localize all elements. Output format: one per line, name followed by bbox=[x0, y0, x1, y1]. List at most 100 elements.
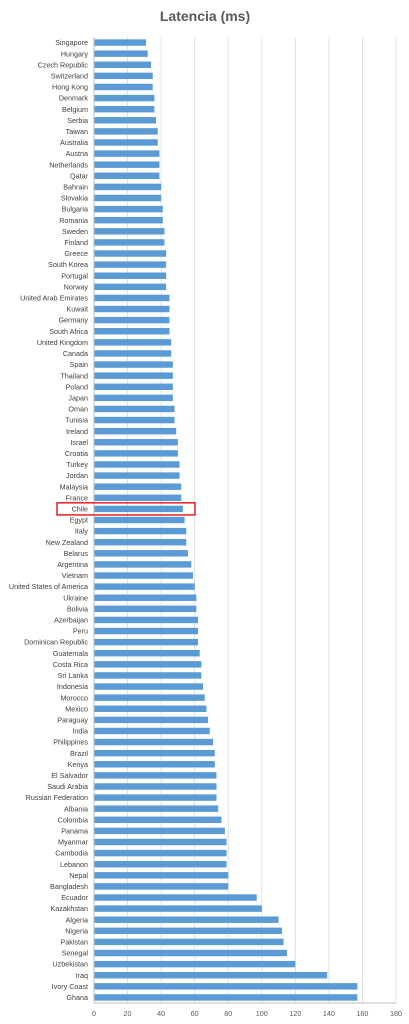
category-label: Bolivia bbox=[67, 604, 88, 613]
category-label: Chile bbox=[72, 504, 88, 513]
bar bbox=[94, 405, 175, 413]
bar bbox=[94, 228, 165, 235]
category-label: Nepal bbox=[69, 871, 88, 880]
bar bbox=[94, 205, 163, 213]
bar bbox=[94, 50, 148, 57]
category-label: Australia bbox=[60, 138, 88, 147]
bar bbox=[94, 949, 287, 957]
bar bbox=[94, 361, 173, 368]
bar bbox=[94, 716, 209, 724]
x-tick-label: 80 bbox=[224, 1009, 232, 1018]
bar bbox=[94, 394, 173, 402]
bar bbox=[94, 494, 182, 502]
category-label: Myanmar bbox=[58, 838, 89, 847]
category-label: South Africa bbox=[49, 327, 88, 336]
bar bbox=[94, 805, 219, 812]
bar bbox=[94, 450, 178, 457]
bar bbox=[94, 849, 227, 857]
x-tick-label: 140 bbox=[323, 1009, 335, 1018]
bar bbox=[94, 283, 167, 291]
category-label: Morocco bbox=[60, 693, 88, 702]
bar bbox=[94, 383, 173, 390]
category-label: Peru bbox=[73, 627, 88, 636]
bar bbox=[94, 872, 229, 879]
x-tick-label: 120 bbox=[289, 1009, 301, 1018]
category-label: Germany bbox=[58, 316, 88, 325]
bar bbox=[94, 638, 199, 646]
bar bbox=[94, 705, 207, 712]
bar bbox=[94, 605, 197, 613]
category-label: Mexico bbox=[65, 704, 88, 713]
category-label: Sweden bbox=[62, 227, 88, 236]
category-label: Austria bbox=[66, 149, 88, 158]
category-labels: Singapore Hungary Czech Republic Switzerlan… bbox=[9, 38, 89, 1002]
category-label: Poland bbox=[66, 382, 88, 391]
x-tick-label: 160 bbox=[356, 1009, 368, 1018]
bar bbox=[94, 472, 180, 479]
bar bbox=[94, 661, 202, 668]
bar bbox=[94, 216, 163, 224]
category-label: Ukraine bbox=[63, 593, 88, 602]
bar bbox=[94, 239, 165, 246]
category-label: Ecuador bbox=[61, 893, 88, 902]
category-label: Switzerland bbox=[51, 71, 88, 80]
category-label: India bbox=[72, 727, 88, 736]
bar bbox=[94, 483, 182, 490]
bar bbox=[94, 827, 225, 835]
category-label: Vietnam bbox=[62, 571, 88, 580]
bar bbox=[94, 150, 160, 157]
bar bbox=[94, 783, 217, 790]
bar bbox=[94, 761, 215, 768]
bar bbox=[94, 305, 170, 313]
category-label: Czech Republic bbox=[38, 60, 89, 69]
bars bbox=[94, 39, 358, 1001]
category-label: Albania bbox=[64, 804, 88, 813]
category-label: Italy bbox=[75, 527, 89, 536]
category-label: Lebanon bbox=[60, 860, 88, 869]
category-label: Egypt bbox=[70, 516, 88, 525]
bar bbox=[94, 894, 257, 901]
bar bbox=[94, 594, 197, 601]
bar bbox=[94, 860, 227, 868]
bar bbox=[94, 328, 170, 335]
bar bbox=[94, 372, 173, 379]
category-label: Slovakia bbox=[61, 194, 88, 203]
bar bbox=[94, 350, 172, 357]
category-label: Philippines bbox=[53, 738, 88, 747]
bar bbox=[94, 916, 279, 923]
category-label: Dominican Republic bbox=[24, 638, 88, 647]
x-tick-label: 0 bbox=[92, 1009, 96, 1018]
category-label: Guatemala bbox=[53, 649, 88, 658]
category-label: Thailand bbox=[60, 371, 88, 380]
category-label: Kuwait bbox=[66, 305, 88, 314]
bar bbox=[94, 94, 155, 102]
bar bbox=[94, 427, 177, 435]
category-label: Russian Federation bbox=[26, 793, 88, 802]
bar bbox=[94, 105, 155, 113]
category-label: Oman bbox=[68, 405, 88, 414]
category-label: Jordan bbox=[66, 471, 88, 480]
bar bbox=[94, 616, 199, 624]
category-label: New Zealand bbox=[46, 538, 88, 547]
category-label: Israel bbox=[70, 438, 88, 447]
bar bbox=[94, 294, 170, 302]
bar bbox=[94, 972, 328, 979]
category-label: Hong Kong bbox=[52, 83, 88, 92]
category-label: Indonesia bbox=[57, 682, 88, 691]
bar bbox=[94, 994, 358, 1001]
x-axis-tick-labels: 0 20 40 60 80 100 120 140 160 180 bbox=[92, 1009, 402, 1018]
category-label: Serbia bbox=[67, 116, 88, 125]
bar bbox=[94, 650, 200, 657]
bar bbox=[94, 672, 202, 679]
bar bbox=[94, 772, 217, 779]
category-label: Ghana bbox=[66, 993, 88, 1002]
category-label: Japan bbox=[68, 393, 88, 402]
bar bbox=[94, 339, 172, 346]
x-tick-label: 180 bbox=[390, 1009, 402, 1018]
category-label: France bbox=[66, 493, 88, 502]
highlight-box bbox=[56, 502, 196, 516]
category-label: Croatia bbox=[65, 449, 88, 458]
bar bbox=[94, 749, 215, 757]
bar bbox=[94, 738, 214, 746]
